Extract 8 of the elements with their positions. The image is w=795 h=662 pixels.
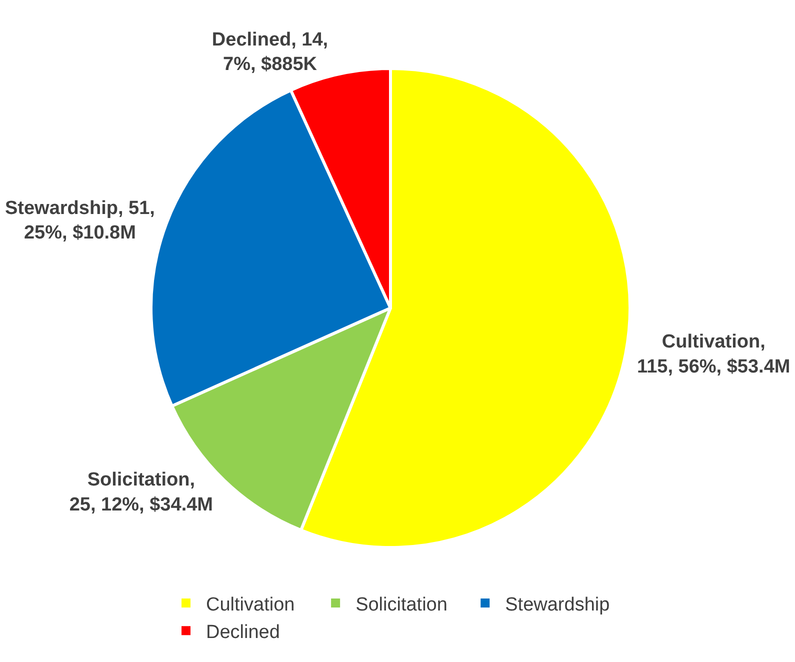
data-label: Stewardship, 51, 25%, $10.8M bbox=[4, 198, 155, 244]
data-label: Declined, 14, 7%, $885K bbox=[212, 29, 328, 76]
legend-label: Cultivation bbox=[206, 594, 295, 616]
legend-label: Stewardship bbox=[505, 594, 610, 616]
legend-label: Solicitation bbox=[356, 594, 448, 616]
legend-label: Declined bbox=[206, 622, 280, 644]
data-label: Cultivation, 115, 56%, $53.4M bbox=[637, 332, 790, 378]
data-label: Solicitation, 25, 12%, $34.4M bbox=[69, 470, 213, 516]
